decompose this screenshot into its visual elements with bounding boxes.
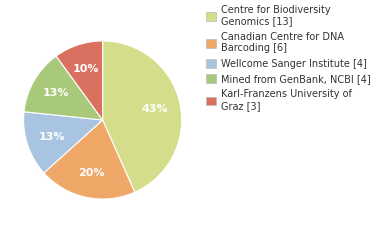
Wedge shape bbox=[24, 112, 103, 173]
Wedge shape bbox=[44, 120, 135, 199]
Legend: Centre for Biodiversity
Genomics [13], Canadian Centre for DNA
Barcoding [6], We: Centre for Biodiversity Genomics [13], C… bbox=[206, 5, 370, 111]
Text: 43%: 43% bbox=[142, 104, 168, 114]
Text: 20%: 20% bbox=[78, 168, 105, 178]
Wedge shape bbox=[24, 56, 103, 120]
Text: 10%: 10% bbox=[73, 64, 99, 74]
Wedge shape bbox=[56, 41, 103, 120]
Wedge shape bbox=[103, 41, 182, 192]
Text: 13%: 13% bbox=[43, 88, 69, 98]
Text: 13%: 13% bbox=[38, 132, 65, 142]
